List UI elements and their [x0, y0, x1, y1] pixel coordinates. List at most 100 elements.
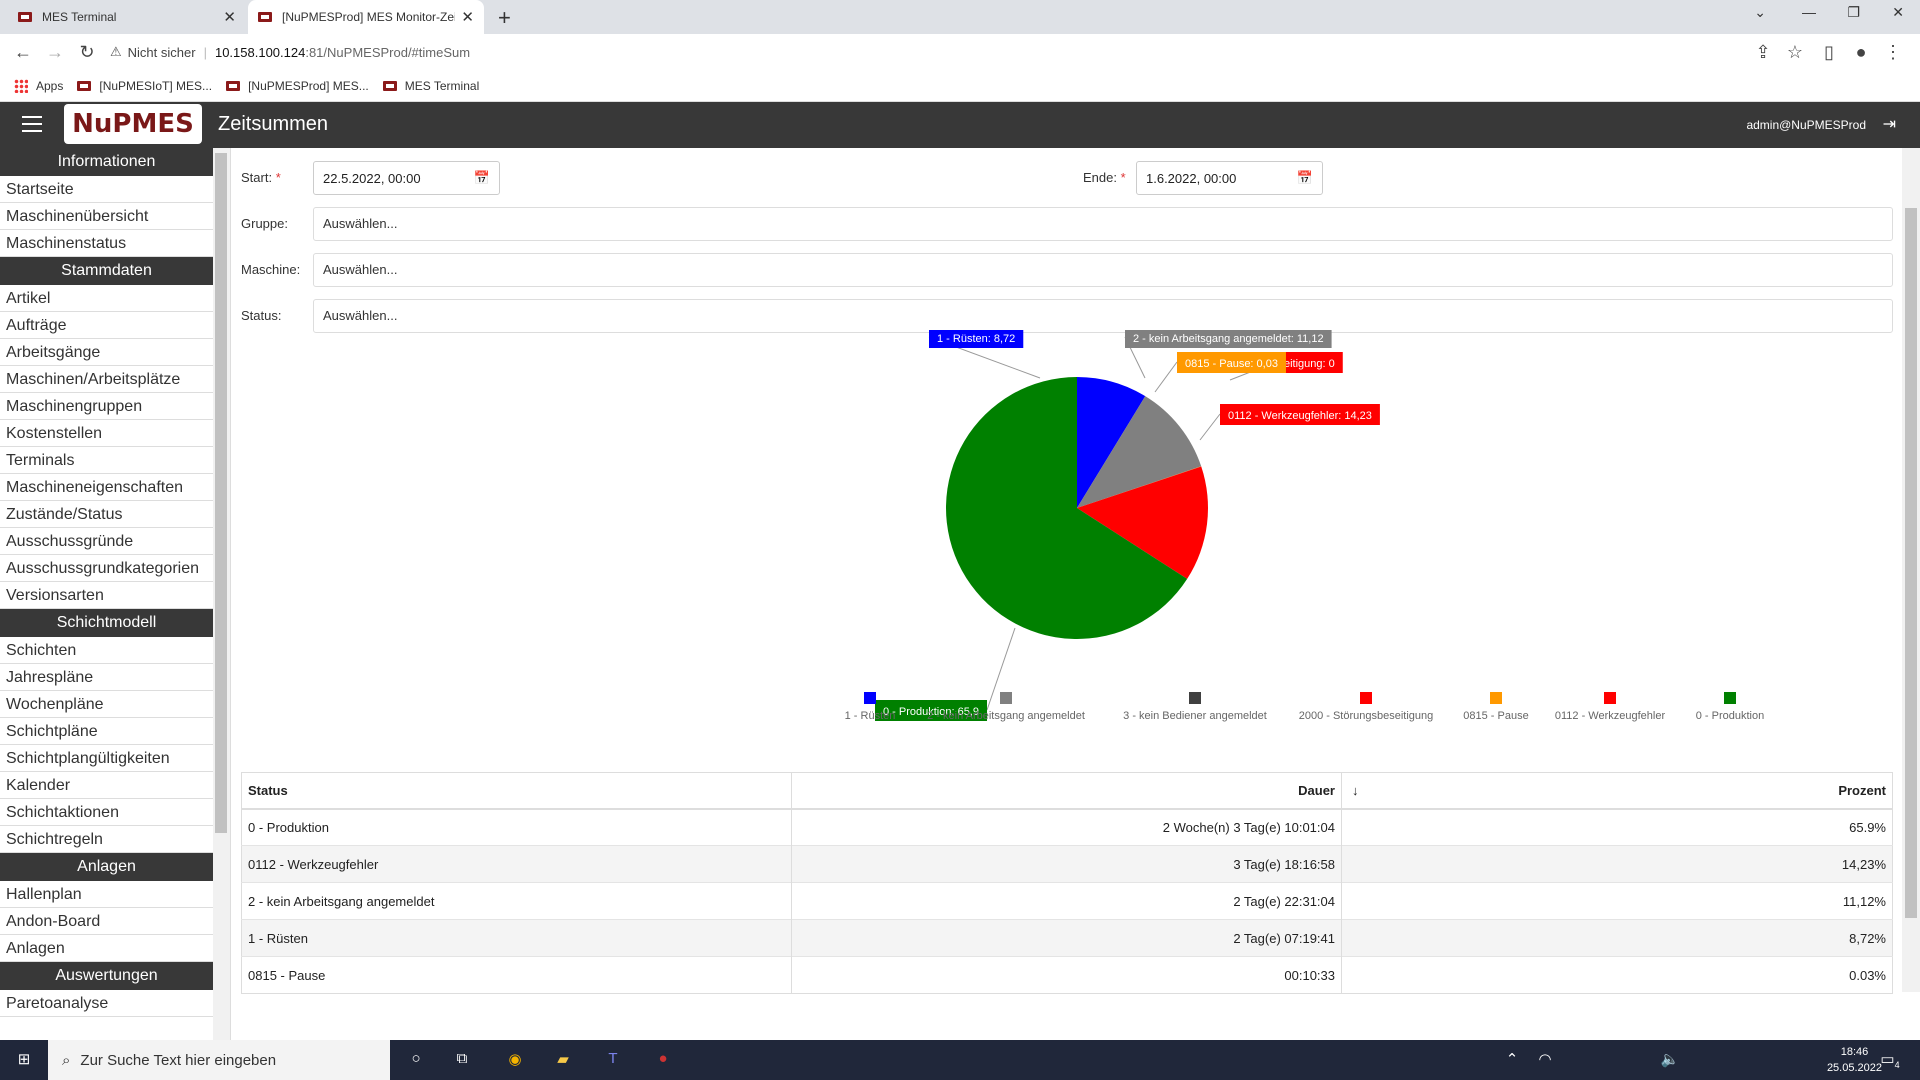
bookmarks-bar: Apps [NuPMESIoT] MES... [NuPMESProd] MES… [0, 70, 1920, 102]
chart-data-label: 2 - kein Arbeitsgang angemeldet: 11,12 [1133, 333, 1324, 345]
sidebar-item[interactable]: Ausschussgrundkategorien [0, 555, 213, 582]
back-icon[interactable]: ← [14, 41, 32, 62]
taskbar-clock[interactable]: 18:46 25.05.2022 [1827, 1044, 1882, 1076]
side-panel-icon[interactable]: ▯ [1824, 41, 1834, 62]
chart-data-label: 0 - Produktion: 65,9 [883, 706, 979, 718]
calendar-icon[interactable]: 📅 [1296, 170, 1313, 185]
sidebar-item[interactable]: Hallenplan [0, 881, 213, 908]
calendar-icon[interactable]: 📅 [473, 170, 490, 185]
end-date-input[interactable]: 1.6.2022, 00:00 📅 [1136, 161, 1323, 195]
sidebar-item[interactable]: Schichtaktionen [0, 799, 213, 826]
task-view-icon[interactable]: ⧉ [456, 1050, 468, 1067]
time-sum-pie-chart: 1 - Rüsten: 8,72 2 - kein Arbeitsgang ang… [845, 330, 1764, 722]
profile-icon[interactable]: ● [1855, 41, 1867, 62]
browser-menu-icon[interactable]: ⋮ [1884, 41, 1902, 62]
app-icon[interactable]: ● [658, 1050, 668, 1067]
table-row[interactable]: 0112 - Werkzeugfehler 3 Tag(e) 18:16:58 14… [241, 845, 1893, 883]
url-separator: | [203, 44, 207, 60]
sidebar-item[interactable]: Maschinengruppen [0, 393, 213, 420]
sidebar-item[interactable]: Kostenstellen [0, 420, 213, 447]
table-row[interactable]: 2 - kein Arbeitsgang angemeldet 2 Tag(e) … [241, 882, 1893, 920]
file-explorer-icon[interactable]: ▰ [557, 1051, 569, 1068]
share-icon[interactable]: ⇪ [1755, 41, 1771, 62]
browser-tab-monitor[interactable]: [NuPMESProd] MES Monitor-Zei ✕ [248, 0, 484, 34]
sidebar-item[interactable]: Schichtpläne [0, 718, 213, 745]
taskbar-search[interactable]: ⌕ Zur Suche Text hier eingeben [48, 1040, 390, 1080]
status-cell: 0815 - Pause [241, 956, 792, 994]
machine-select[interactable]: Auswählen... [313, 253, 1893, 287]
sidebar-item[interactable]: Paretoanalyse [0, 990, 213, 1017]
main-scrollbar[interactable] [1902, 148, 1920, 992]
browser-tab-mes-terminal[interactable]: MES Terminal ✕ [8, 0, 246, 34]
sidebar-item[interactable]: Kalender [0, 772, 213, 799]
windows-start-icon[interactable]: ⊞ [17, 1051, 31, 1068]
main-scrollbar-thumb[interactable] [1905, 208, 1917, 918]
group-select[interactable]: Auswählen... [313, 207, 1893, 241]
close-tab-icon[interactable]: ✕ [461, 9, 474, 26]
bookmark-star-icon[interactable]: ☆ [1786, 41, 1804, 62]
nupmes-logo[interactable]: NuPMES [64, 104, 202, 144]
sidebar-scrollbar[interactable] [213, 148, 230, 1040]
sidebar-item[interactable]: Jahrespläne [0, 664, 213, 691]
sidebar-item[interactable]: Anlagen [0, 935, 213, 962]
close-tab-icon[interactable]: ✕ [223, 9, 236, 26]
sidebar-item[interactable]: Zustände/Status [0, 501, 213, 528]
bookmark-nupmesiot[interactable]: [NuPMESIoT] MES... [77, 79, 212, 93]
sidebar-item[interactable]: Wochenpläne [0, 691, 213, 718]
bookmark-nupmesprod[interactable]: [NuPMESProd] MES... [226, 79, 369, 93]
column-header-status[interactable]: Status [241, 772, 792, 810]
start-date-input[interactable]: 22.5.2022, 00:00 📅 [313, 161, 500, 195]
bookmark-apps[interactable]: Apps [14, 78, 63, 93]
sidebar-item[interactable]: Arbeitsgänge [0, 339, 213, 366]
cortana-icon[interactable]: ○ [411, 1050, 421, 1067]
sidebar-item[interactable]: Schichtregeln [0, 826, 213, 853]
restore-button[interactable]: ❐ [1847, 4, 1860, 20]
bookmark-mes-terminal[interactable]: MES Terminal [382, 79, 479, 93]
sidebar-item[interactable]: Maschinenstatus [0, 230, 213, 257]
percent-cell: 11,12% [1341, 882, 1893, 920]
sidebar-item[interactable]: Startseite [0, 176, 213, 203]
app-header: NuPMES Zeitsummen admin@NuPMESProd ⇥ [0, 102, 1920, 148]
teams-icon[interactable]: T [608, 1050, 618, 1067]
sidebar-item[interactable]: Schichten [0, 637, 213, 664]
column-header-duration[interactable]: Dauer [791, 772, 1342, 810]
wifi-icon[interactable]: ◠ [1538, 1051, 1552, 1068]
sidebar-item[interactable]: Andon-Board [0, 908, 213, 935]
sort-desc-icon[interactable]: ↓ [1352, 783, 1359, 798]
search-icon: ⌕ [62, 1051, 71, 1069]
clock-date: 25.05.2022 [1826, 1062, 1882, 1074]
nupmes-favicon [18, 12, 32, 22]
tab-search-icon[interactable]: ⌄ [1754, 4, 1766, 20]
forward-icon[interactable]: → [46, 41, 64, 62]
window-close-button[interactable]: ✕ [1892, 4, 1904, 20]
column-header-percent[interactable]: ↓ Prozent [1341, 772, 1893, 810]
end-label: Ende: * [1083, 170, 1126, 185]
sidebar-item[interactable]: Ausschussgründe [0, 528, 213, 555]
table-row[interactable]: 0815 - Pause 00:10:33 0.03% [241, 956, 1893, 994]
sidebar-item[interactable]: Artikel [0, 285, 213, 312]
sidebar-item[interactable]: Maschinen/Arbeitsplätze [0, 366, 213, 393]
logout-icon[interactable]: ⇥ [1882, 116, 1896, 133]
sidebar-item[interactable]: Schichtplangültigkeiten [0, 745, 213, 772]
notification-icon[interactable]: ▭4 [1880, 1051, 1900, 1070]
sidebar-scrollbar-thumb[interactable] [215, 153, 227, 833]
url-bar[interactable]: ⚠ Nicht sicher | 10.158.100.124 :81/NuPM… [110, 38, 1890, 66]
tray-expand-icon[interactable]: ⌃ [1505, 1051, 1519, 1068]
sidebar-item[interactable]: Versionsarten [0, 582, 213, 609]
table-row[interactable]: 1 - Rüsten 2 Tag(e) 07:19:41 8,72% [241, 919, 1893, 957]
table-row[interactable]: 0 - Produktion 2 Woche(n) 3 Tag(e) 10:01:… [241, 808, 1893, 846]
sidebar-item[interactable]: Maschinenübersicht [0, 203, 213, 230]
user-name: admin@NuPMESProd [1746, 118, 1866, 132]
new-tab-button[interactable]: + [498, 5, 511, 30]
sidebar-item[interactable]: Aufträge [0, 312, 213, 339]
volume-icon[interactable]: 🔈 [1660, 1051, 1680, 1068]
chart-leader-line [1154, 361, 1178, 393]
status-select[interactable]: Auswählen... [313, 299, 1893, 333]
chart-data-label-box [1276, 352, 1343, 373]
sidebar-item[interactable]: Maschineneigenschaften [0, 474, 213, 501]
hamburger-menu-icon[interactable] [22, 116, 42, 132]
sidebar-item[interactable]: Terminals [0, 447, 213, 474]
minimize-button[interactable]: — [1802, 4, 1816, 20]
reload-icon[interactable]: ↻ [79, 41, 95, 62]
chrome-icon[interactable]: ◉ [508, 1051, 522, 1068]
